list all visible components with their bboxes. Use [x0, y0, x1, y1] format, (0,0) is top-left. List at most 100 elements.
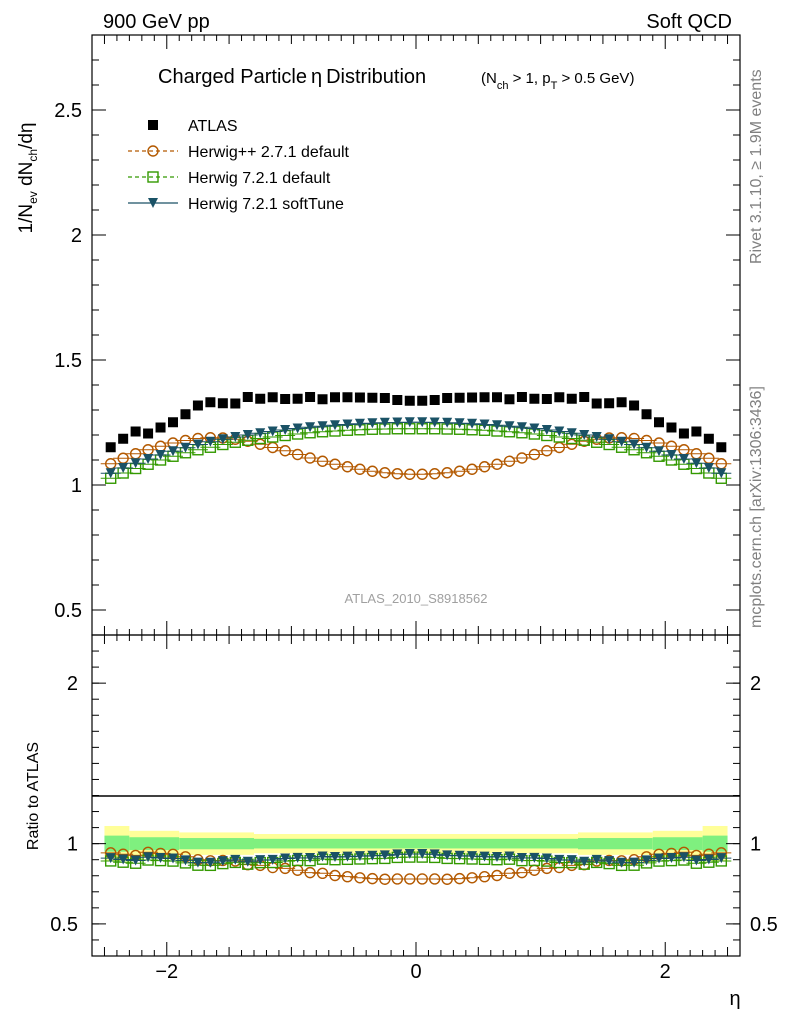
data-point — [516, 392, 527, 402]
data-point — [379, 393, 390, 403]
data-point — [629, 400, 640, 411]
data-point — [604, 434, 615, 445]
ratio-point — [529, 852, 540, 863]
data-point — [280, 425, 291, 435]
ratio-point — [579, 856, 590, 867]
xtick-label: −2 — [155, 961, 178, 983]
data-point — [317, 421, 328, 432]
ratio-point — [392, 849, 403, 860]
data-point — [291, 448, 304, 461]
data-point — [566, 438, 578, 450]
ratio-ytick-label-right: 1 — [750, 834, 761, 856]
data-point — [118, 463, 129, 473]
ratio-point — [118, 854, 129, 865]
ratio-point — [591, 854, 602, 865]
ratio-point — [479, 851, 490, 862]
ratio-point — [454, 850, 465, 861]
data-point — [305, 392, 316, 402]
data-point — [342, 419, 353, 430]
data-point — [516, 422, 527, 433]
ratio-point — [604, 856, 615, 867]
data-point — [541, 425, 552, 435]
ratio-point — [143, 852, 154, 863]
data-point — [503, 455, 516, 467]
data-point — [616, 436, 627, 447]
ratio-point — [466, 872, 478, 884]
data-point — [641, 442, 652, 453]
legend-marker — [148, 198, 158, 208]
data-point — [143, 454, 154, 464]
ratio-point — [354, 851, 365, 862]
data-point — [305, 422, 316, 433]
data-point — [678, 428, 689, 439]
data-point — [429, 417, 440, 428]
chart-subtitle: (Nch > 1, pT > 0.5 GeV) — [481, 70, 634, 92]
data-point — [591, 432, 602, 442]
ratio-point — [616, 857, 627, 868]
main-data-points — [100, 392, 732, 484]
data-point — [566, 393, 577, 404]
ratio-point — [342, 851, 353, 862]
main-ytick-label: 2.5 — [54, 100, 82, 122]
data-point — [478, 461, 491, 473]
data-point — [678, 454, 689, 464]
data-point — [703, 463, 714, 473]
ratio-point — [441, 873, 453, 885]
data-point — [504, 421, 515, 432]
ratio-point — [192, 857, 203, 868]
legend-marker — [148, 120, 158, 130]
data-point — [118, 433, 129, 444]
data-point — [541, 394, 552, 404]
ratio-point — [516, 853, 527, 864]
data-point — [479, 392, 490, 403]
chart-title-main: Charged Particle — [158, 66, 307, 88]
series-atlas — [105, 392, 727, 453]
data-point — [529, 423, 540, 434]
ratio-point — [716, 853, 727, 864]
xtick-label: 2 — [660, 961, 671, 983]
chart-title-rest: Distribution — [326, 66, 426, 88]
ratio-point — [341, 870, 354, 883]
data-point — [442, 393, 453, 403]
ratio-point — [554, 854, 565, 865]
ratio-point — [666, 853, 677, 864]
data-point — [467, 392, 478, 403]
ratio-series-herwig-2-7-1-default — [100, 846, 732, 885]
data-point — [392, 395, 403, 405]
main-axis-ticks: 0.5 1 1.5 2 2.5 — [54, 35, 740, 635]
data-point — [143, 428, 154, 439]
data-point — [130, 426, 141, 437]
ratio-uncertainty-bands — [104, 825, 728, 862]
data-point — [205, 397, 216, 408]
data-point — [254, 438, 266, 450]
data-point — [230, 398, 241, 409]
data-point — [280, 394, 291, 404]
ratio-point — [105, 853, 116, 864]
ratio-point — [180, 855, 191, 866]
data-point — [168, 417, 178, 428]
ratio-point — [242, 856, 253, 867]
data-point — [255, 428, 266, 439]
ratio-point — [503, 867, 516, 879]
ratio-point — [205, 857, 216, 868]
stat-uncertainty-band — [129, 837, 180, 851]
data-point — [317, 394, 328, 405]
data-point — [367, 418, 378, 429]
data-point — [504, 394, 515, 405]
data-point — [330, 392, 340, 403]
data-point — [492, 392, 502, 403]
ratio-point — [367, 850, 378, 861]
data-point — [292, 423, 303, 434]
data-point — [703, 433, 714, 444]
series-herwig-7-2-1-softtune — [100, 417, 732, 479]
ratio-point — [641, 855, 652, 866]
data-point — [354, 418, 365, 429]
data-point — [442, 417, 453, 428]
legend-marker — [147, 171, 159, 183]
stat-uncertainty-band — [578, 838, 653, 850]
data-point — [217, 398, 228, 409]
ratio-point — [305, 853, 316, 864]
ratio-point — [654, 853, 664, 864]
ratio-point — [491, 869, 503, 882]
